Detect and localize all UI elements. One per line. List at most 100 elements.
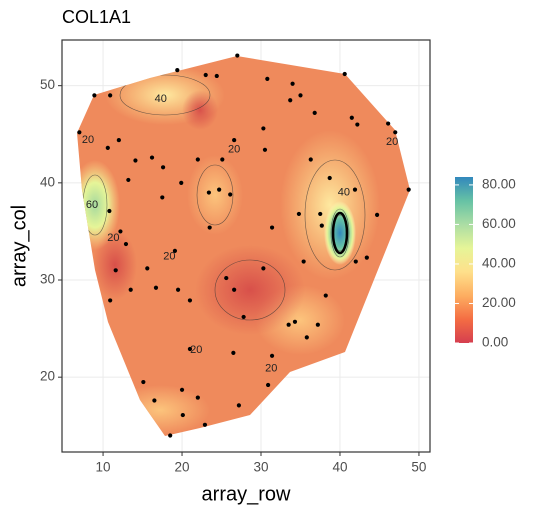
point <box>353 259 358 264</box>
point <box>406 187 411 192</box>
x-tick-label: 30 <box>253 460 268 475</box>
point <box>160 165 166 170</box>
point <box>352 187 358 192</box>
x-tick-label: 40 <box>332 460 347 475</box>
contour-label: 20 <box>82 134 94 146</box>
point <box>220 157 225 162</box>
point <box>261 266 266 271</box>
contour-label: 40 <box>338 186 350 198</box>
point <box>168 433 173 438</box>
point <box>262 147 268 152</box>
colorbar-label: 80.00 <box>482 176 516 191</box>
point <box>386 121 391 126</box>
point <box>349 115 354 120</box>
contour-label: 20 <box>386 136 398 148</box>
point <box>214 73 219 79</box>
point <box>241 314 246 320</box>
contour-label: 20 <box>163 251 175 263</box>
point <box>145 266 150 271</box>
point <box>342 71 347 77</box>
contour-label: 40 <box>155 93 167 105</box>
point <box>304 335 309 340</box>
point <box>288 98 293 103</box>
point <box>175 68 180 73</box>
point <box>202 422 208 427</box>
point <box>92 93 97 98</box>
point <box>308 157 313 162</box>
x-tick-label: 10 <box>96 460 111 475</box>
contour-label: 20 <box>190 344 202 356</box>
point <box>393 130 398 135</box>
point <box>319 223 324 228</box>
chart-title: COL1A1 <box>62 7 131 27</box>
point <box>298 93 303 98</box>
point <box>265 76 270 81</box>
point <box>217 187 222 192</box>
point <box>179 180 184 185</box>
point <box>315 322 320 327</box>
point <box>323 293 328 298</box>
point <box>261 126 266 131</box>
y-axis-label: array_col <box>8 205 30 287</box>
x-tick-label: 50 <box>411 460 426 475</box>
point <box>128 287 133 292</box>
point <box>108 93 113 98</box>
point <box>231 350 236 355</box>
point <box>207 225 212 230</box>
point <box>133 158 138 163</box>
point <box>179 387 185 392</box>
point <box>175 287 181 292</box>
point <box>113 268 118 273</box>
point <box>236 403 241 408</box>
contour-label: 60 <box>86 199 98 211</box>
point <box>296 211 302 217</box>
point <box>228 192 233 197</box>
panel-border <box>61 39 431 453</box>
contour-label: 20 <box>228 144 240 156</box>
point <box>180 412 185 418</box>
point <box>206 190 211 195</box>
x-axis-label: array_row <box>202 483 291 505</box>
x-tick-label: 20 <box>175 460 190 475</box>
point <box>116 137 121 143</box>
point <box>327 175 332 181</box>
point <box>141 379 146 385</box>
contour-label: 20 <box>265 362 277 374</box>
colorbar-label: 60.00 <box>482 216 516 231</box>
point <box>160 195 165 200</box>
point <box>374 212 380 218</box>
point <box>364 255 369 260</box>
point <box>195 395 200 400</box>
point <box>232 137 237 143</box>
colorbar-label: 40.00 <box>482 256 516 271</box>
point <box>149 155 155 160</box>
point <box>107 208 112 214</box>
point <box>118 229 123 234</box>
y-tick-label: 40 <box>40 174 55 189</box>
point <box>286 322 291 327</box>
point <box>77 130 82 135</box>
point <box>312 110 317 115</box>
point <box>301 259 306 264</box>
point <box>292 319 298 324</box>
y-tick-label: 20 <box>40 369 55 384</box>
point <box>235 53 240 58</box>
point <box>187 298 193 303</box>
point <box>269 353 275 358</box>
point <box>187 346 193 352</box>
point <box>195 157 200 162</box>
point <box>269 225 275 230</box>
point <box>290 81 295 86</box>
point <box>355 122 360 127</box>
point <box>126 177 131 183</box>
colorbar <box>455 177 473 343</box>
point <box>318 211 323 217</box>
point <box>266 382 271 388</box>
point <box>203 72 208 78</box>
point <box>123 241 129 247</box>
contour-label: 20 <box>107 232 119 244</box>
point <box>224 275 229 281</box>
point <box>105 145 110 150</box>
point <box>153 285 159 290</box>
